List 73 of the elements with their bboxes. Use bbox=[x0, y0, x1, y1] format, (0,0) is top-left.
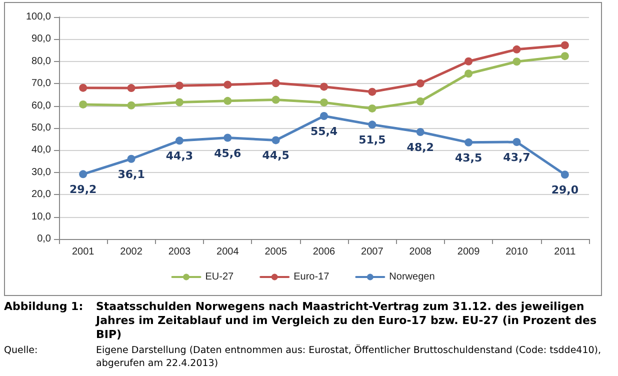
point bbox=[79, 170, 88, 178]
x-tick-label: 2011 bbox=[554, 246, 576, 258]
data-label: 44,3 bbox=[166, 150, 194, 163]
x-tick-label: 2007 bbox=[361, 246, 384, 258]
data-label: 44,5 bbox=[262, 149, 290, 162]
point bbox=[320, 112, 328, 120]
point bbox=[175, 82, 184, 90]
x-tick-label: 2008 bbox=[409, 246, 432, 258]
point bbox=[224, 134, 232, 142]
point bbox=[320, 82, 328, 91]
y-tick-label: 40,0 bbox=[32, 144, 52, 156]
point bbox=[368, 88, 376, 96]
data-label: 45,6 bbox=[214, 146, 242, 160]
point bbox=[224, 96, 232, 105]
y-tick-label: 20,0 bbox=[32, 189, 52, 200]
x-tick-label: 2010 bbox=[506, 246, 528, 258]
data-label: 29,2 bbox=[70, 183, 97, 196]
data-label: 51,5 bbox=[358, 134, 386, 147]
y-tick-label: 10,0 bbox=[32, 211, 52, 222]
x-tick-label: 2003 bbox=[168, 246, 192, 258]
text: Eigene Darstellung (Daten entnommen aus: Eurostat, Öffentlicher Bruttoschuldenstand (Code: tsdde410), abgerufen am 22.4.2013) bbox=[96, 344, 602, 370]
x-tick-label: 2004 bbox=[216, 246, 240, 258]
point bbox=[272, 96, 280, 104]
data-label: 36,1 bbox=[118, 168, 145, 181]
y-tick-label: 60,0 bbox=[32, 100, 52, 112]
point bbox=[416, 128, 424, 136]
data-label: 55,4 bbox=[310, 125, 338, 138]
y-tick-label: 50,0 bbox=[32, 122, 52, 134]
point bbox=[464, 138, 473, 146]
point bbox=[175, 98, 184, 106]
point bbox=[464, 70, 473, 78]
point bbox=[512, 138, 521, 146]
point bbox=[224, 80, 232, 89]
text: Staatsschulden Norwegens nach Maastricht-Vertrag zum 31.12. des jeweiligen Jahres im Zeitablauf und im Vergleich zu den Euro-17 bzw. EU-27 (in Prozent des BIP) bbox=[96, 300, 598, 342]
data-label: 43,7 bbox=[503, 150, 530, 164]
point bbox=[368, 120, 376, 129]
legend-label: Norwegen bbox=[389, 272, 435, 282]
y-tick-label: 80,0 bbox=[32, 56, 52, 67]
x-tick-label: 2005 bbox=[264, 246, 288, 258]
x-tick-label: 2002 bbox=[120, 246, 143, 258]
x-tick-label: 2009 bbox=[457, 246, 480, 258]
x-tick-label: 2006 bbox=[312, 246, 336, 258]
point bbox=[175, 136, 184, 145]
point bbox=[320, 98, 328, 106]
point bbox=[79, 84, 88, 92]
point bbox=[272, 136, 280, 144]
data-label: 43,5 bbox=[454, 151, 482, 164]
point bbox=[416, 79, 424, 88]
point bbox=[560, 52, 569, 60]
legend-label: EU-27 bbox=[205, 272, 234, 282]
legend-label: Euro-17 bbox=[294, 272, 330, 282]
y-tick-label: 70,0 bbox=[32, 78, 52, 90]
text: Abbildung 1: bbox=[4, 300, 84, 315]
y-tick-label: 90,0 bbox=[32, 34, 52, 45]
point bbox=[560, 170, 569, 179]
data-label: 29,0 bbox=[551, 184, 579, 197]
x-tick-label: 2001 bbox=[72, 246, 95, 258]
point bbox=[512, 45, 521, 54]
point bbox=[127, 84, 136, 92]
point bbox=[127, 101, 136, 110]
y-tick-label: 100,0 bbox=[26, 12, 52, 22]
point bbox=[272, 79, 280, 88]
y-tick-label: 0,0 bbox=[37, 234, 52, 244]
point bbox=[512, 58, 521, 66]
y-tick-label: 30,0 bbox=[32, 166, 52, 178]
point bbox=[127, 154, 136, 163]
source-note: Quelle: bbox=[4, 344, 39, 358]
point bbox=[368, 104, 376, 112]
point bbox=[560, 41, 569, 50]
data-label: 48,2 bbox=[406, 140, 434, 154]
point bbox=[416, 97, 424, 106]
point bbox=[79, 100, 88, 108]
point bbox=[464, 57, 473, 66]
